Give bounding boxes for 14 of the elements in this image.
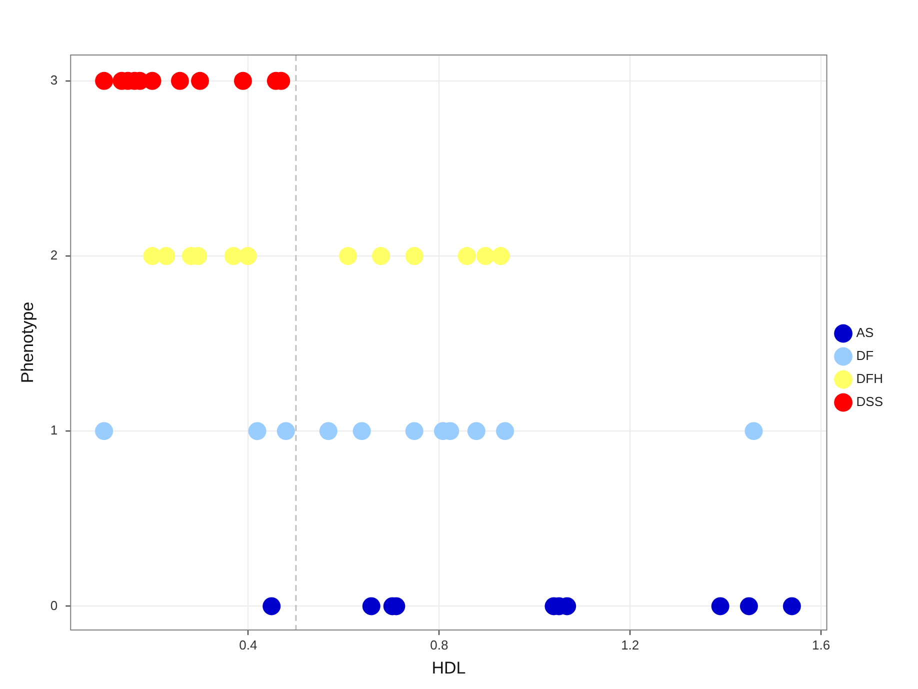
legend-label: DFH xyxy=(856,371,883,386)
y-tick-label: 0 xyxy=(50,598,58,613)
y-axis-title: Phenotype xyxy=(18,302,37,384)
x-tick-label: 0.8 xyxy=(430,637,448,652)
legend-label: AS xyxy=(856,325,874,340)
y-tick-label: 2 xyxy=(50,248,58,263)
x-tick-label: 0.4 xyxy=(239,637,258,652)
x-tick-label: 1.2 xyxy=(621,637,640,652)
x-tick-label: 1.6 xyxy=(812,637,830,652)
y-tick-label: 3 xyxy=(50,72,58,88)
x-axis-title: HDL xyxy=(432,658,466,678)
y-tick-label: 1 xyxy=(50,422,58,438)
legend-label: DSS xyxy=(856,394,884,410)
legend-label: DF xyxy=(856,348,874,364)
